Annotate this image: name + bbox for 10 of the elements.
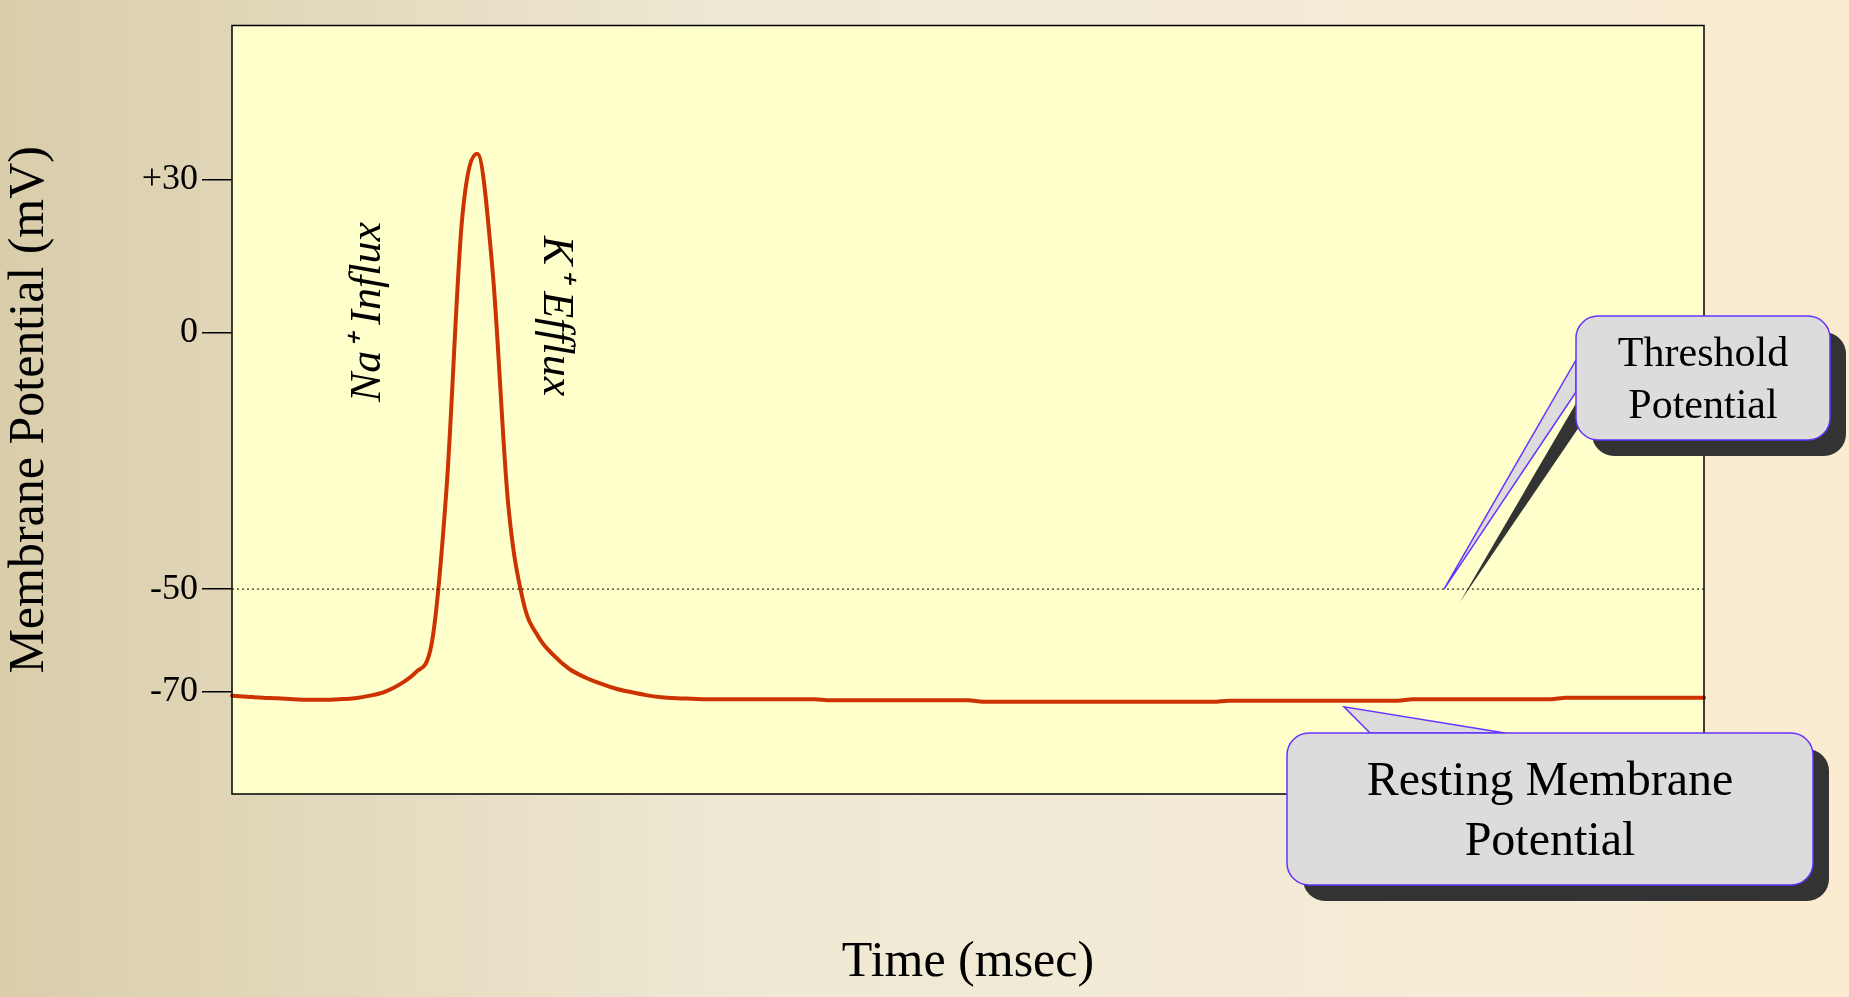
y-axis-title: Membrane Potential (mV) xyxy=(0,145,55,674)
annotation: Threshold Potential xyxy=(1616,327,1790,429)
annotation: Resting Membrane Potential xyxy=(1365,751,1735,867)
y-tick-label: 0 xyxy=(180,310,198,351)
annotation: K⁺ Efflux xyxy=(534,234,584,397)
y-tick-label: -50 xyxy=(150,566,198,607)
x-axis-title: Time (msec) xyxy=(841,931,1095,988)
annotation: Na⁺ Influx xyxy=(340,221,390,403)
y-tick-label: -70 xyxy=(150,669,198,709)
y-tick-label: +30 xyxy=(141,156,198,197)
